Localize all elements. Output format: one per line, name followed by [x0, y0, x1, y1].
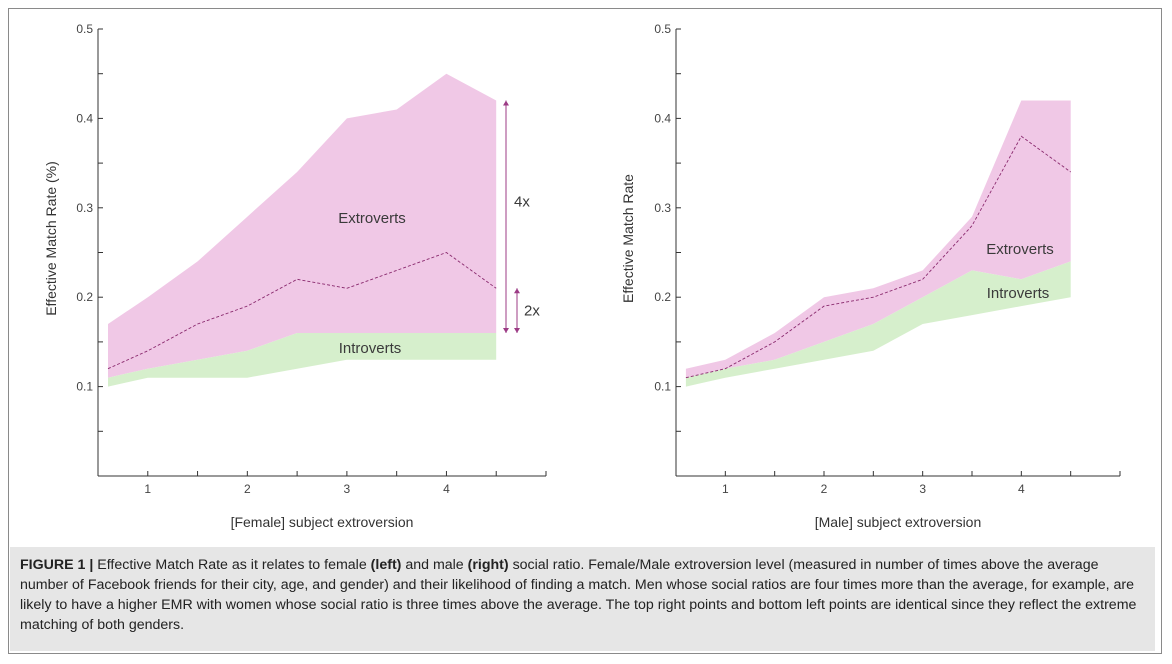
- caption-right-label: (right): [467, 557, 509, 573]
- chart2-x-tick-label: 4: [1018, 482, 1025, 496]
- chart2-y-tick-label: 0.3: [654, 201, 671, 215]
- chart1-y-tick-label: 0.2: [76, 290, 93, 304]
- chart2-y-tick-label: 0.5: [654, 22, 671, 36]
- chart1-introverts-area: [108, 333, 497, 387]
- chart2-extroverts-area: [685, 100, 1071, 378]
- chart1-x-tick-label: 4: [443, 482, 450, 496]
- caption-prefix: FIGURE 1 |: [20, 557, 94, 573]
- chart1-y-axis-label: Effective Match Rate (%): [43, 161, 59, 316]
- chart2-median-line: [685, 135, 1071, 379]
- caption-left-label: (left): [370, 557, 402, 573]
- chart2-introverts-label: Introverts: [987, 285, 1050, 302]
- figure-plots: 0.1 0.2 0.3 0.4 0.5 1 2 3 4 [Female] subject extr…: [43, 22, 1121, 530]
- chart1-ratio-arrow-4x-head-bottom: [503, 327, 509, 333]
- chart1-ratio-arrow-4x-head-top: [503, 100, 509, 106]
- chart1-y-tick-label: 0.1: [76, 380, 93, 394]
- chart2-x-tick-label: 1: [722, 482, 729, 496]
- chart1-x-tick-label: 2: [244, 482, 251, 496]
- chart2-y-tick-label: 0.1: [654, 380, 671, 394]
- chart1-extroverts-label: Extroverts: [338, 210, 406, 227]
- chart2-introverts-area: [685, 261, 1071, 387]
- caption-text-3: social ratio. Female/Male extroversion l…: [20, 557, 1137, 633]
- chart1-ratio-arrow-2x-head-bottom: [514, 327, 520, 333]
- chart2-y-tick-label: 0.2: [654, 290, 671, 304]
- chart2-y-axis-label: Effective Match Rate: [620, 174, 636, 303]
- chart1-ratio-arrow-2x-head-top: [514, 288, 520, 294]
- chart2-extroverts-label: Extroverts: [986, 241, 1054, 258]
- chart1-median-line: [107, 251, 497, 370]
- chart1-introverts-label: Introverts: [339, 340, 402, 357]
- chart2-y-tick-label: 0.4: [654, 111, 671, 125]
- chart1-x-axis-label: [Female] subject extroversion: [231, 514, 414, 530]
- chart1-extroverts-area: [108, 73, 497, 378]
- chart1-ratio-label-2x: 2x: [524, 303, 540, 320]
- chart2-x-tick-label: 2: [821, 482, 828, 496]
- caption-text-2: and male: [401, 557, 468, 573]
- chart1-x-tick-label: 1: [144, 482, 151, 496]
- chart1-ratio-label-4x: 4x: [514, 194, 530, 211]
- caption-text-1: Effective Match Rate as it relates to fe…: [93, 557, 371, 573]
- chart1-y-tick-label: 0.5: [76, 22, 93, 36]
- chart2-x-tick-label: 3: [919, 482, 926, 496]
- figure-caption: FIGURE 1 | Effective Match Rate as it re…: [10, 547, 1155, 651]
- chart1-x-tick-label: 3: [344, 482, 351, 496]
- chart2-x-axis-label: [Male] subject extroversion: [815, 514, 982, 530]
- chart1-y-tick-label: 0.3: [76, 201, 93, 215]
- chart1-y-tick-label: 0.4: [76, 111, 93, 125]
